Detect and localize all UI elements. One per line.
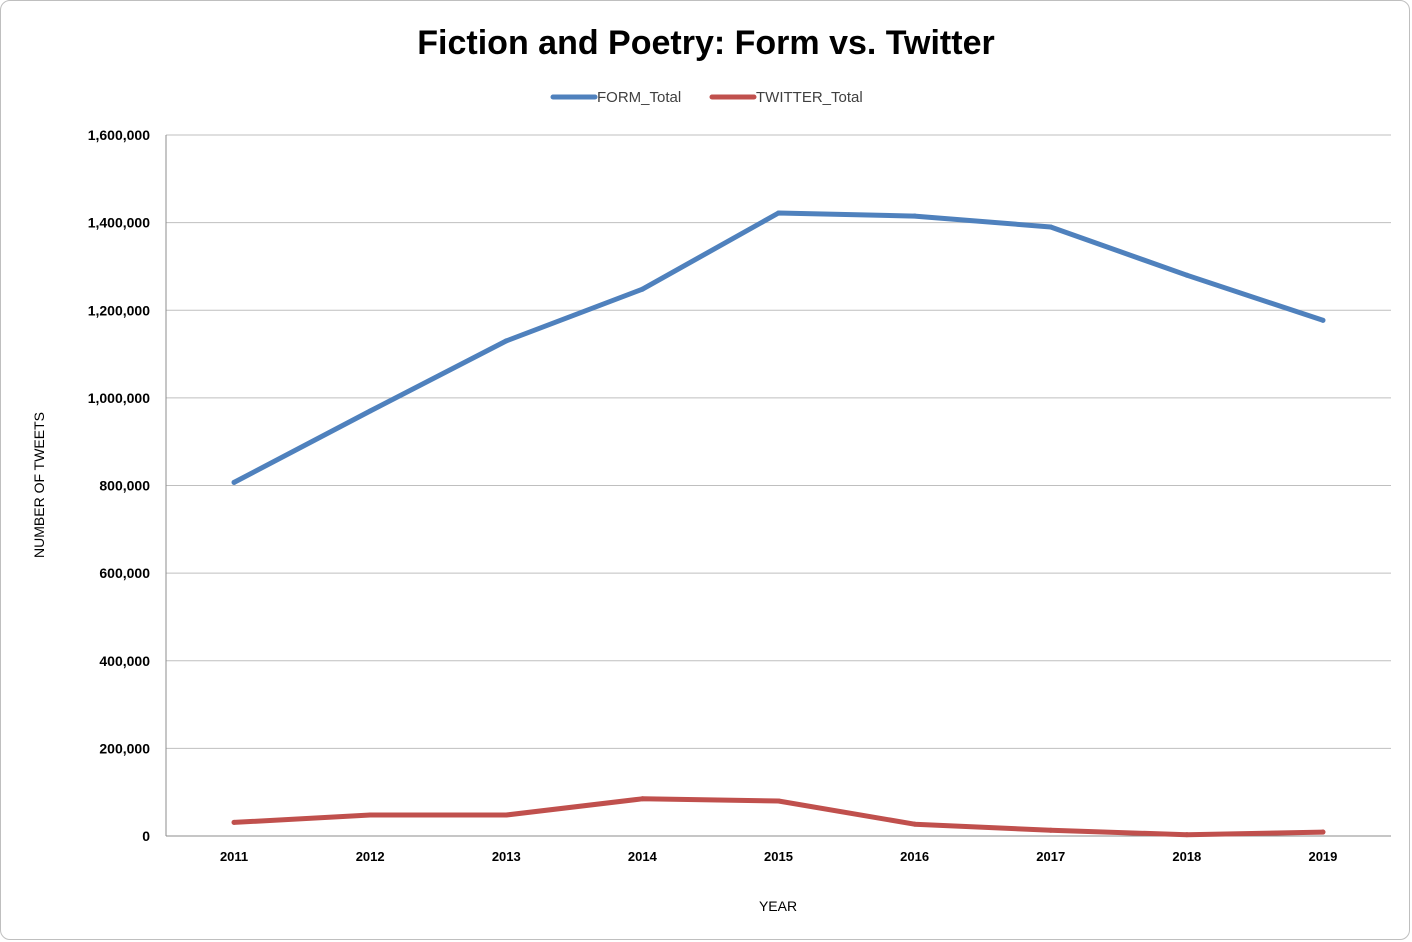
- x-tick-label: 2019: [1308, 849, 1337, 864]
- data-point: [231, 819, 237, 825]
- data-point: [367, 812, 373, 818]
- y-tick-label: 1,600,000: [88, 127, 150, 143]
- series-line-form-total: [231, 210, 1326, 485]
- chart-title: Fiction and Poetry: Form vs. Twitter: [417, 24, 994, 62]
- y-tick-label: 0: [142, 828, 150, 844]
- y-tick-label: 600,000: [99, 565, 150, 581]
- y-tick-label: 400,000: [99, 653, 150, 669]
- x-tick-label: 2017: [1036, 849, 1065, 864]
- y-tick-label: 800,000: [99, 478, 150, 494]
- data-point: [639, 286, 645, 292]
- data-point: [503, 338, 509, 344]
- x-tick-label: 2018: [1172, 849, 1201, 864]
- data-point: [776, 798, 781, 804]
- series-line-twitter-total: [231, 796, 1326, 838]
- data-point: [367, 408, 373, 414]
- y-tick-labels: 0 200,000 400,000 600,000 800,000 1,000,000 1,…: [88, 127, 151, 844]
- y-axis-label: NUMBER OF TWEETS: [31, 412, 47, 558]
- data-point: [1184, 272, 1190, 278]
- data-point: [503, 812, 509, 818]
- series-lines: [231, 210, 1326, 838]
- data-point: [912, 213, 918, 219]
- data-point: [912, 821, 918, 827]
- x-tick-label: 2012: [356, 849, 385, 864]
- x-axis-label: YEAR: [759, 898, 797, 914]
- data-point: [1320, 317, 1326, 323]
- y-tick-label: 1,000,000: [88, 390, 150, 406]
- x-tick-label: 2011: [220, 849, 248, 864]
- data-point: [1184, 832, 1190, 838]
- y-tick-label: 1,400,000: [88, 215, 150, 231]
- x-tick-label: 2013: [492, 849, 521, 864]
- x-tick-label: 2014: [628, 849, 658, 864]
- data-point: [1320, 829, 1326, 835]
- legend: FORM_Total TWITTER_Total: [550, 89, 863, 106]
- y-tick-label: 1,200,000: [88, 302, 150, 318]
- x-tick-labels: 2011 2012 2013 2014 2015 2016 2017 2018 2019: [220, 849, 1337, 864]
- data-point: [1048, 224, 1054, 230]
- legend-label-form: FORM_Total: [597, 89, 681, 106]
- data-point: [231, 479, 237, 485]
- data-point: [639, 796, 645, 802]
- y-tick-label: 200,000: [99, 740, 150, 756]
- gridlines: [166, 134, 1391, 749]
- data-point: [1048, 827, 1054, 833]
- legend-label-twitter: TWITTER_Total: [756, 89, 863, 106]
- x-tick-label: 2015: [764, 849, 793, 864]
- x-tick-label: 2016: [900, 849, 929, 864]
- data-point: [776, 210, 781, 216]
